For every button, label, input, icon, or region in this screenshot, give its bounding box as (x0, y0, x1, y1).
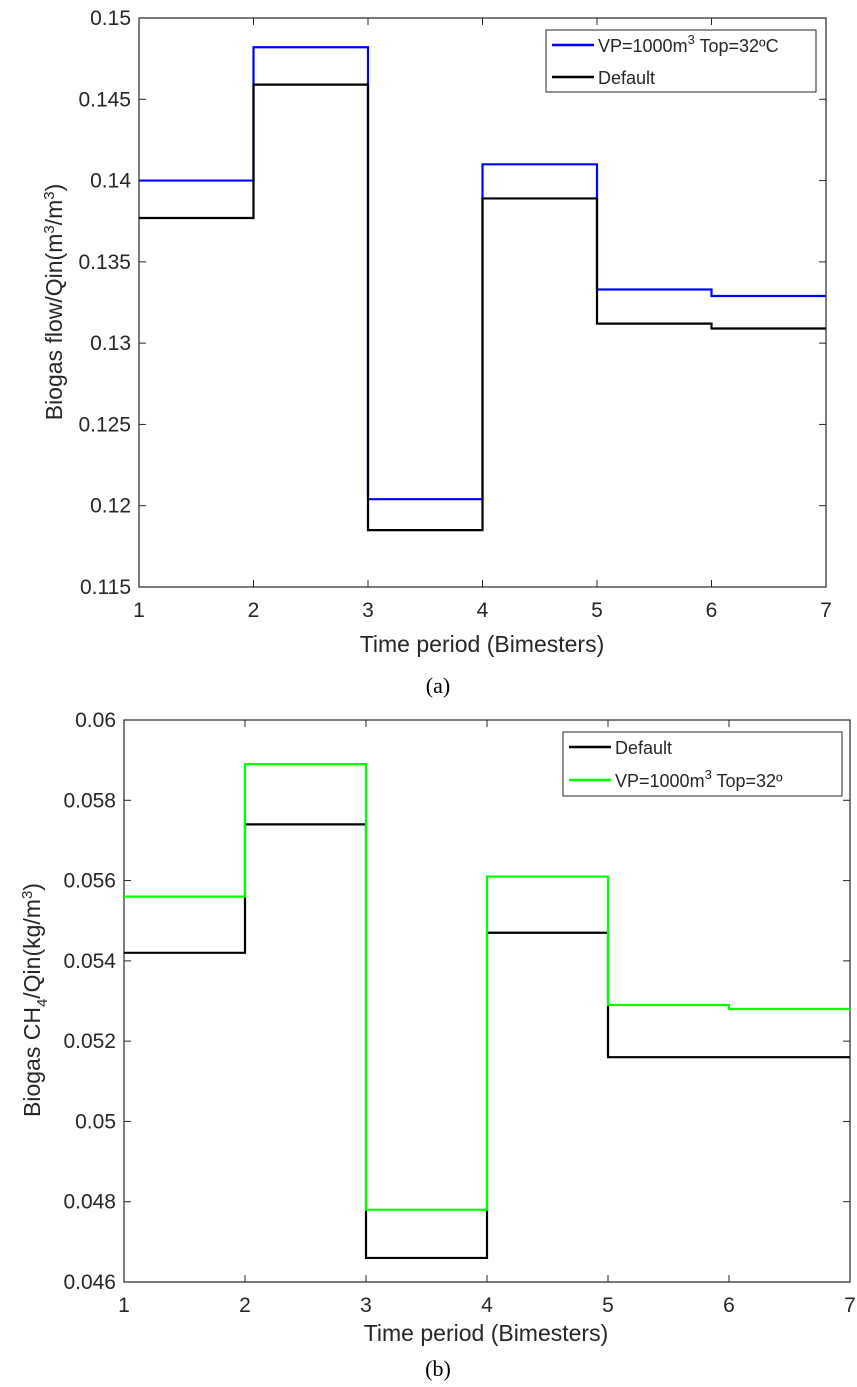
x-tick-label-b-6: 7 (844, 1294, 856, 1317)
y-tick-label-a-7: 0.15 (90, 7, 131, 30)
x-tick-label-a-4: 5 (591, 599, 603, 622)
legend-entry-default-a: Default (598, 68, 655, 88)
y-tick-label-a-2: 0.125 (78, 413, 131, 436)
x-tick-label-a-6: 7 (820, 599, 832, 622)
y-tick-label-b-3: 0.052 (63, 1030, 116, 1053)
legend-b: Default VP=1000m3 Top=32º (562, 731, 843, 797)
x-tick-label-b-1: 2 (239, 1294, 251, 1317)
y-tick-label-a-6: 0.145 (78, 88, 131, 111)
series-line-b-1 (124, 763, 850, 1211)
chart-panel-b: 1 2 3 4 5 6 7 0.046 0.048 0.05 0.052 0.054 0.056 0.05… (19, 709, 856, 1346)
y-tick-label-a-5: 0.14 (90, 170, 131, 193)
x-tick-label-a-5: 6 (706, 599, 718, 622)
legend-box-a (545, 29, 817, 93)
legend-a: VP=1000m3 Top=32ºC Default (545, 29, 817, 93)
x-tick-label-a-1: 2 (248, 599, 260, 622)
caption-b: (b) (425, 1356, 451, 1381)
series-group-a (139, 46, 826, 532)
y-tick-label-b-2: 0.05 (75, 1110, 116, 1133)
x-axis-label-a: Time period (Bimesters) (360, 631, 605, 657)
ticks-a: 1 2 3 4 5 6 7 0.115 0.12 0.125 0.13 0.135 0.14 0.145 0… (78, 7, 831, 622)
x-tick-label-a-2: 3 (362, 599, 374, 622)
x-tick-label-b-2: 3 (360, 1294, 372, 1317)
legend-entry-vp-b: VP=1000m3 Top=32º (615, 767, 783, 791)
y-tick-label-b-0: 0.046 (63, 1271, 116, 1294)
chart-panel-a: 1 2 3 4 5 6 7 0.115 0.12 0.125 0.13 0.135 0.14 0.145 0… (41, 7, 832, 657)
x-tick-label-b-5: 6 (723, 1294, 735, 1317)
x-tick-label-b-3: 4 (481, 1294, 493, 1317)
y-tick-label-b-4: 0.054 (63, 950, 116, 973)
y-tick-label-a-0: 0.115 (80, 576, 131, 599)
y-axis-label-a: Biogas flow/Qin(m3/m3) (41, 184, 67, 421)
x-tick-label-a-3: 4 (477, 599, 489, 622)
y-tick-label-a-3: 0.13 (90, 332, 131, 355)
y-tick-label-a-1: 0.12 (90, 495, 131, 518)
legend-entry-default-b: Default (615, 738, 672, 758)
y-axis-label-b: Biogas CH4/Qin(kg/m3) (19, 883, 51, 1117)
series-group-b (124, 763, 850, 1260)
x-tick-label-a-0: 1 (133, 599, 145, 622)
y-tick-label-b-5: 0.056 (63, 870, 116, 893)
caption-a: (a) (426, 673, 450, 698)
y-tick-label-b-6: 0.058 (63, 789, 116, 812)
ticks-b: 1 2 3 4 5 6 7 0.046 0.048 0.05 0.052 0.054 0.056 0.05… (63, 709, 855, 1317)
y-tick-label-b-1: 0.048 (63, 1191, 116, 1214)
y-tick-label-b-7: 0.06 (75, 709, 116, 732)
series-line-a-1 (139, 83, 826, 532)
x-tick-label-b-4: 5 (602, 1294, 614, 1317)
y-tick-label-a-4: 0.135 (78, 251, 131, 274)
legend-box-b (562, 731, 843, 797)
x-axis-label-b: Time period (Bimesters) (364, 1320, 609, 1346)
x-tick-label-b-0: 1 (118, 1294, 130, 1317)
